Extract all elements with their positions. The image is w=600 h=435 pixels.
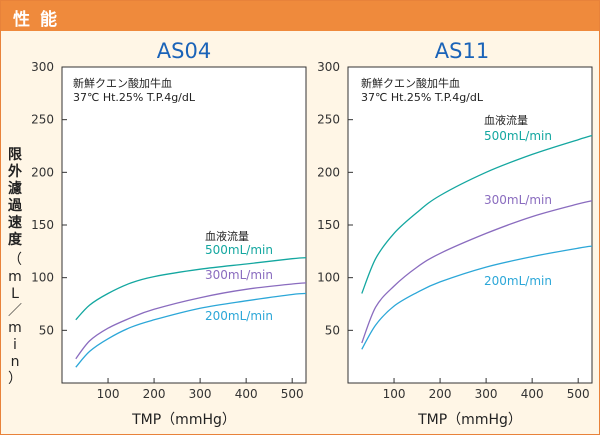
series-label: 200mL/min <box>484 274 552 288</box>
y-axis-title-char: 外 <box>8 164 22 180</box>
legend-title: 血液流量 <box>205 229 249 243</box>
y-axis-title-char: 度 <box>8 232 22 248</box>
condition-note: 37℃ Ht.25% T.P.4g/dL <box>361 91 484 104</box>
series-line-500 <box>75 257 307 321</box>
y-tick-label: 100 <box>317 271 340 285</box>
series-line-300 <box>361 200 593 344</box>
y-tick-label: 100 <box>31 271 54 285</box>
series-line-500 <box>361 134 593 294</box>
chart-as04: AS04 50 100 150 200 250 300 100 200 300 400 500 TMP（… <box>31 39 307 428</box>
y-axis-unit-char: m <box>8 269 22 285</box>
y-axis-title-char: 濾 <box>8 181 22 197</box>
series-label: 500mL/min <box>484 129 552 143</box>
series-line-200 <box>75 292 307 368</box>
x-tick-label: 500 <box>567 387 590 401</box>
series-label: 300mL/min <box>205 268 273 282</box>
y-tick-label: 200 <box>317 165 340 179</box>
y-axis-title-char: 速 <box>8 215 22 231</box>
y-tick-label: 250 <box>31 113 54 127</box>
chart-title: AS04 <box>157 39 211 63</box>
x-tick-label: 400 <box>235 387 258 401</box>
y-tick-label: 300 <box>31 60 54 74</box>
y-axis-unit-char: n <box>10 354 20 370</box>
chart-title: AS11 <box>435 39 489 63</box>
x-tick-label: 500 <box>281 387 304 401</box>
plot-area <box>61 66 307 384</box>
chart-as11: AS11 50 100 150 200 250 300 100 200 300 400 500 TMP（… <box>317 39 593 428</box>
y-tick-label: 300 <box>317 60 340 74</box>
plot-area <box>347 66 593 384</box>
y-axis-title-char: 限 <box>8 147 22 163</box>
x-tick-label: 200 <box>143 387 166 401</box>
y-axis-unit-char: ） <box>8 371 22 387</box>
series-label: 500mL/min <box>205 243 273 257</box>
x-tick-label: 100 <box>97 387 120 401</box>
series-line-200 <box>361 245 593 350</box>
y-tick-label: 50 <box>39 323 54 337</box>
legend-title: 血液流量 <box>484 113 528 127</box>
x-tick-label: 100 <box>383 387 406 401</box>
section-header: 性能 <box>1 1 599 31</box>
y-axis-unit-char: m <box>8 320 22 336</box>
y-axis-unit-char: ／ <box>8 303 22 319</box>
x-tick-label: 300 <box>189 387 212 401</box>
series-label: 300mL/min <box>484 193 552 207</box>
y-axis-unit-char: （ <box>8 252 22 268</box>
y-axis-title: 限外濾過速度 （m L ／ m i n） <box>6 147 24 388</box>
section-title: 性能 <box>13 10 67 30</box>
series-line-300 <box>75 282 307 360</box>
y-axis-title-text: 限外濾過速度 <box>6 147 24 249</box>
x-axis-label: TMP（mmHg） <box>417 412 522 428</box>
y-axis-unit-char: i <box>13 337 17 353</box>
y-axis-unit-char: L <box>11 286 19 302</box>
x-tick-label: 200 <box>429 387 452 401</box>
series-label: 200mL/min <box>205 309 273 323</box>
condition-note: 37℃ Ht.25% T.P.4g/dL <box>73 91 196 104</box>
y-axis-unit: （m L ／ m i n） <box>6 252 24 388</box>
condition-note: 新鮮クエン酸加牛血 <box>361 76 460 90</box>
condition-note: 新鮮クエン酸加牛血 <box>73 76 172 90</box>
y-tick-label: 150 <box>317 218 340 232</box>
y-axis-title-char: 過 <box>8 198 22 214</box>
y-tick-label: 150 <box>31 218 54 232</box>
y-tick-label: 50 <box>325 323 340 337</box>
x-tick-label: 400 <box>521 387 544 401</box>
y-tick-label: 200 <box>31 165 54 179</box>
x-axis-label: TMP（mmHg） <box>131 412 236 428</box>
y-tick-label: 250 <box>317 113 340 127</box>
x-tick-label: 300 <box>475 387 498 401</box>
